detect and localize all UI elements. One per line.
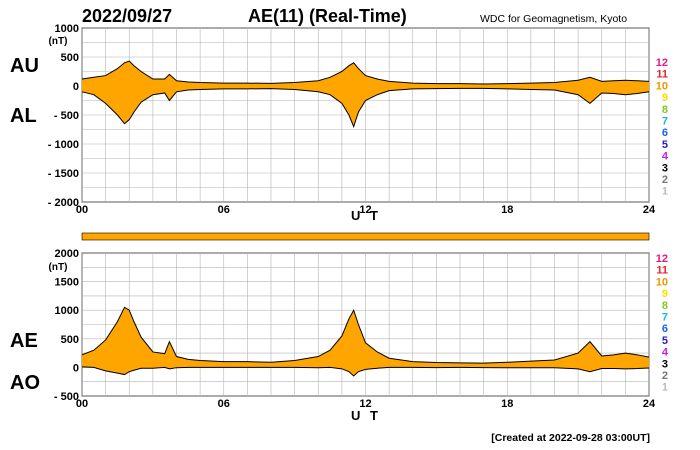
- ae-ao-unit: (nT): [49, 262, 68, 273]
- ae-ao-y-tick-label: 500: [61, 334, 79, 346]
- al-label: AL: [10, 105, 37, 127]
- au-al-y-tick-label: - 1000: [48, 139, 79, 151]
- ao-label: AO: [10, 372, 40, 394]
- au-al-x-axis-label: U T: [351, 208, 381, 223]
- au-al-y-tick-label: - 2000: [48, 197, 79, 209]
- station-status-bar: [81, 232, 650, 241]
- ae-ao-y-ticks: 2000 1500 1000 500 0 - 500: [54, 248, 79, 403]
- au-label: AU: [10, 55, 39, 77]
- au-al-y-tick-label: - 1500: [48, 168, 79, 180]
- station-number-8: 8: [662, 300, 668, 312]
- ae-ao-x-tick-label: 24: [643, 398, 656, 410]
- station-number-10: 10: [656, 276, 668, 288]
- station-number-1: 1: [662, 186, 668, 198]
- station-number-7: 7: [662, 116, 668, 128]
- station-number-4: 4: [662, 151, 669, 163]
- au-al-fill: [82, 61, 649, 127]
- ae-ao-x-tick-label: 18: [501, 398, 513, 410]
- station-number-11: 11: [656, 69, 668, 81]
- station-number-2: 2: [662, 370, 668, 382]
- station-number-12: 12: [656, 57, 668, 69]
- station-number-12: 12: [656, 253, 668, 265]
- station-number-6: 6: [662, 323, 668, 335]
- station-number-3: 3: [662, 358, 668, 370]
- au-al-y-tick-label: - 500: [54, 110, 79, 122]
- station-number-11: 11: [656, 265, 668, 277]
- station-number-1: 1: [662, 382, 668, 394]
- chart-date: 2022/09/27: [82, 6, 172, 26]
- ae-ao-y-tick-label: 2000: [55, 248, 79, 260]
- ae-ao-y-tick-label: 1500: [55, 277, 79, 289]
- ae-ao-panel: 2000 1500 1000 500 0 - 500 00 06 12 18 24 (nT) AE…: [10, 248, 656, 423]
- station-number-8: 8: [662, 104, 668, 116]
- au-al-panel: 1000 500 0 - 500 - 1000 - 1500 - 2000 00 06 12 18…: [10, 23, 656, 223]
- station-number-4: 4: [662, 347, 669, 359]
- ae-ao-fill: [82, 307, 649, 376]
- ae-ao-x-tick-label: 12: [359, 398, 371, 410]
- au-al-area: [81, 60, 650, 129]
- ae-ao-x-tick-label: 00: [76, 398, 88, 410]
- series-line-ao: [81, 366, 650, 377]
- created-timestamp: [Created at 2022-09-28 03:00UT]: [491, 432, 650, 444]
- ae-ao-x-tick-label: 06: [218, 398, 230, 410]
- station-number-2: 2: [662, 174, 668, 186]
- station-number-5: 5: [662, 335, 668, 347]
- station-number-5: 5: [662, 139, 668, 151]
- ae-ao-y-tick-label: - 500: [54, 391, 79, 403]
- au-al-unit: (nT): [49, 36, 68, 47]
- au-al-x-ticks: 00 06 12 18 24: [76, 204, 656, 216]
- au-al-x-tick-label: 00: [76, 204, 88, 216]
- ae-ao-y-tick-label: 1000: [55, 305, 79, 317]
- au-al-x-tick-label: 18: [501, 204, 513, 216]
- au-al-y-ticks: 1000 500 0 - 500 - 1000 - 1500 - 2000: [48, 23, 79, 209]
- ae-label: AE: [10, 330, 38, 352]
- ae-ao-x-ticks: 00 06 12 18 24: [76, 398, 656, 410]
- au-al-x-tick-label: 24: [643, 204, 656, 216]
- au-al-x-tick-label: 06: [218, 204, 230, 216]
- station-number-6: 6: [662, 127, 668, 139]
- station-number-3: 3: [662, 162, 668, 174]
- station-number-9: 9: [662, 92, 668, 104]
- chart-title: AE(11) (Real-Time): [248, 6, 407, 26]
- station-number-10: 10: [656, 80, 668, 92]
- au-al-y-tick-label: 500: [61, 52, 79, 64]
- series-line-au: [81, 60, 650, 85]
- ae-ao-y-tick-label: 0: [73, 362, 79, 374]
- chart-source: WDC for Geomagnetism, Kyoto: [480, 13, 627, 25]
- station-number-9: 9: [662, 288, 668, 300]
- au-al-x-tick-label: 12: [359, 204, 371, 216]
- series-line-al: [81, 87, 650, 129]
- ae-ao-area: [81, 306, 650, 377]
- ae-ao-x-axis-label: U T: [351, 408, 381, 423]
- au-al-y-tick-label: 1000: [55, 23, 79, 35]
- series-line-ae: [81, 306, 650, 364]
- au-al-y-tick-label: 0: [73, 81, 79, 93]
- station-number-7: 7: [662, 312, 668, 324]
